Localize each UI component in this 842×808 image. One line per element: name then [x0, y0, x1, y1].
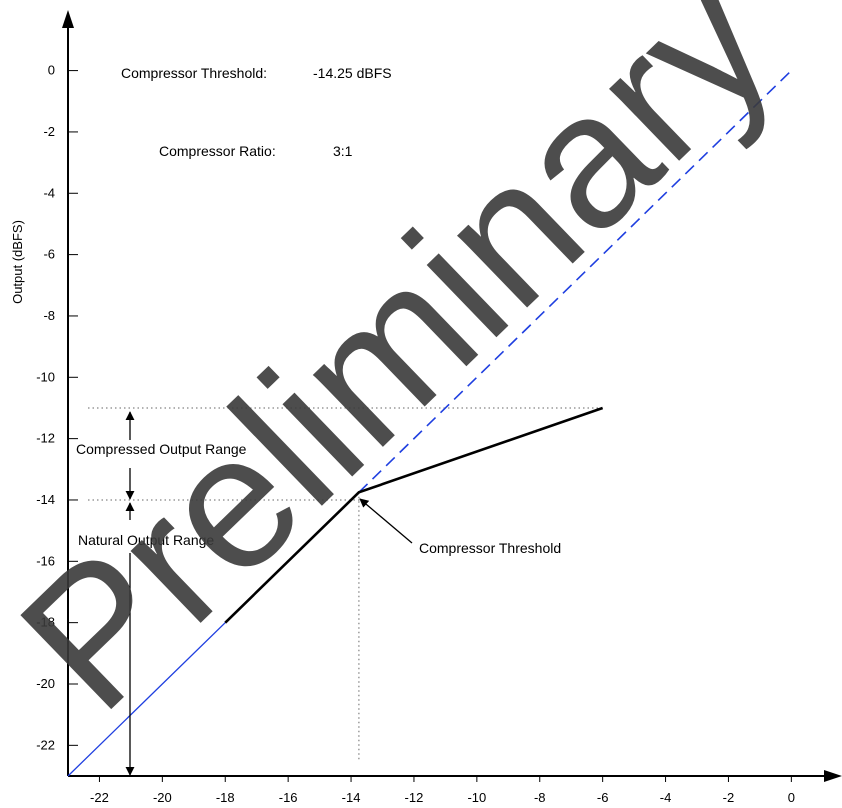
y-tick-label: -10 [36, 369, 55, 384]
threshold-pointer-arrow [359, 498, 413, 544]
natural-range-label: Natural Output Range [78, 532, 214, 548]
x-tick-label: -4 [660, 790, 672, 805]
watermark-text: Preliminary [0, 0, 812, 749]
compressed-range-label: Compressed Output Range [76, 441, 247, 457]
series-group [67, 70, 792, 777]
y-tick-label: -8 [43, 308, 55, 323]
y-tick-label: 0 [48, 63, 55, 78]
compressor-curve [224, 406, 604, 624]
x-tick-label: -8 [534, 790, 546, 805]
y-tick-label: -6 [43, 247, 55, 262]
x-ticks: -22 -20 -18 -16 -14 -12 -10 -8 -6 -4 -2 0 [90, 776, 795, 805]
x-tick-label: -16 [279, 790, 298, 805]
x-tick-label: -2 [723, 790, 735, 805]
ratio-value: 3:1 [333, 143, 353, 159]
unity-line-dashed [358, 70, 792, 493]
ratio-label: Compressor Ratio: [159, 143, 276, 159]
threshold-label: Compressor Threshold: [121, 65, 267, 81]
y-axis-label: Output (dBFS) [10, 220, 25, 304]
y-tick-label: -2 [43, 124, 55, 139]
x-tick-label: -14 [342, 790, 361, 805]
x-tick-label: -18 [216, 790, 235, 805]
threshold-value: -14.25 dBFS [313, 65, 392, 81]
y-tick-label: -20 [36, 676, 55, 691]
y-axis-arrow-icon [62, 10, 74, 28]
y-tick-label: -4 [43, 185, 55, 200]
y-tick-label: -22 [36, 737, 55, 752]
guide-lines [88, 407, 598, 760]
x-tick-label: -6 [597, 790, 609, 805]
threshold-pointer-label: Compressor Threshold [419, 540, 561, 556]
x-tick-label: -22 [90, 790, 109, 805]
x-axis-arrow-icon [824, 770, 842, 782]
y-tick-label: -14 [36, 492, 55, 507]
y-tick-label: -12 [36, 431, 55, 446]
y-ticks: 0 -2 -4 -6 -8 -10 -12 -14 -16 -18 -20 -22 [36, 63, 78, 752]
x-tick-label: 0 [788, 790, 795, 805]
y-tick-label: -18 [36, 615, 55, 630]
x-tick-label: -20 [153, 790, 172, 805]
x-tick-label: -10 [467, 790, 486, 805]
x-tick-label: -12 [405, 790, 424, 805]
y-tick-label: -16 [36, 553, 55, 568]
